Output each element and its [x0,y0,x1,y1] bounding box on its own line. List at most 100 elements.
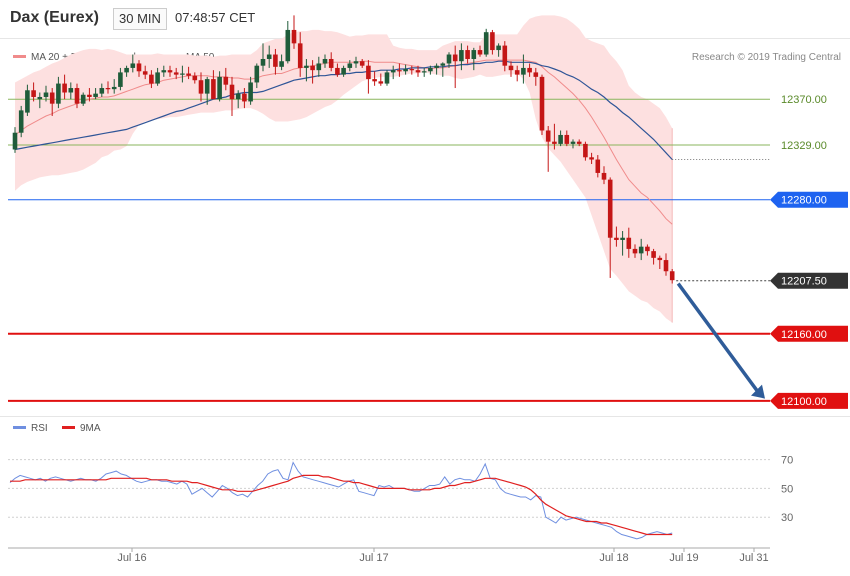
candle-body [136,63,142,72]
candle-body [161,70,167,73]
candle-body [378,81,384,84]
candle-body [223,76,229,85]
candle-body [626,237,632,249]
candle-body [632,248,638,254]
candle-body [384,72,390,84]
candle-body [459,50,464,62]
chart-header: Dax (Eurex) 30 MIN 07:48:57 CET [0,0,850,39]
candle-body [533,72,539,77]
level-label-4: 12160.00 [781,329,827,341]
candle-body [620,237,625,240]
ma20-line [14,59,673,225]
candle-body [570,141,576,144]
candle-body [527,67,532,73]
candle-body [93,93,98,97]
candle-body [496,45,501,51]
candle-body [31,90,36,97]
candle-body [477,50,483,55]
candle-body [124,67,129,73]
candle-body [669,271,675,281]
timeframe-selector[interactable]: 30 MIN [113,8,167,30]
candle-body [322,58,328,64]
candle-body [62,83,67,93]
candle-body [502,45,508,66]
candle-body [80,94,86,104]
rsi-pane: 30 50 70 [8,455,793,540]
candle-body [428,67,433,72]
candle-body [204,79,210,94]
candle-body [49,92,55,104]
candle-body [297,43,303,68]
pane-divider [0,416,850,417]
candle-body [87,94,92,97]
level-label-0: 12370.00 [781,94,827,106]
candle-body [149,74,154,84]
level-label-5: 12100.00 [781,396,827,408]
bollinger-band-area [15,15,673,323]
candle-body [576,141,582,144]
candle-body [229,84,235,100]
level-label-2: 12280.00 [781,195,827,207]
ma20-legend-swatch [13,54,26,58]
time-tick-label: Jul 16 [117,552,146,564]
legend-item-rsi[interactable]: RSI [13,423,48,434]
legend-item-9ma[interactable]: 9MA [62,423,101,434]
candle-body [452,54,458,62]
candle-body [397,70,402,72]
candle-body [142,71,148,75]
candle-body [508,65,514,71]
candle-body [366,65,371,80]
candle-body [43,92,49,97]
candle-body [514,70,520,75]
candle-body [415,70,421,73]
candle-body [254,65,260,83]
candle-body [657,257,663,261]
candle-body [521,67,526,75]
candle-body [372,79,377,82]
9ma-legend-swatch [62,425,75,429]
candle-body [545,130,551,142]
candle-body [552,141,557,144]
time-tick-label: Jul 17 [359,552,388,564]
candle-body [25,90,30,113]
rsi-tick-label: 30 [781,512,793,524]
time-tick-label: Jul 18 [599,552,628,564]
time-tick-label: Jul 31 [739,552,768,564]
candle-body [186,73,191,76]
level-label-1: 12329.00 [781,140,827,152]
candle-body [341,67,346,75]
candle-body [155,72,160,84]
candle-body [273,54,278,67]
9ma-legend-label: 9MA [80,423,101,434]
candle-body [359,61,365,66]
time-axis: Jul 16 Jul 17 Jul 18 Jul 19 Jul 31 [8,547,770,564]
forecast-arrow-shaft [676,282,759,392]
candle-body [638,246,644,254]
candle-body [663,260,669,272]
candle-body [589,157,594,160]
candle-body [266,54,272,59]
candle-body [68,88,74,93]
candle-body [105,88,111,90]
candle-body [651,251,656,258]
candle-body [607,179,613,238]
symbol-title: Dax (Eurex) [10,9,99,26]
candle-body [260,58,266,66]
level-tag-3 [770,272,848,289]
time-tick-label: Jul 19 [669,552,698,564]
candle-body [335,67,340,75]
candle-body [12,132,18,150]
candle-body [601,172,607,180]
forecast-arrow-head [751,384,765,399]
candle-body [99,88,105,94]
candle-body [434,65,439,68]
candle-body [167,70,173,73]
rsi-9ma-line [10,474,673,536]
candle-body [285,29,291,62]
candle-body [242,93,247,102]
candle-body [465,50,470,59]
rsi-legend-label: RSI [31,423,48,434]
candle-body [217,76,222,100]
candle-body [446,54,452,64]
